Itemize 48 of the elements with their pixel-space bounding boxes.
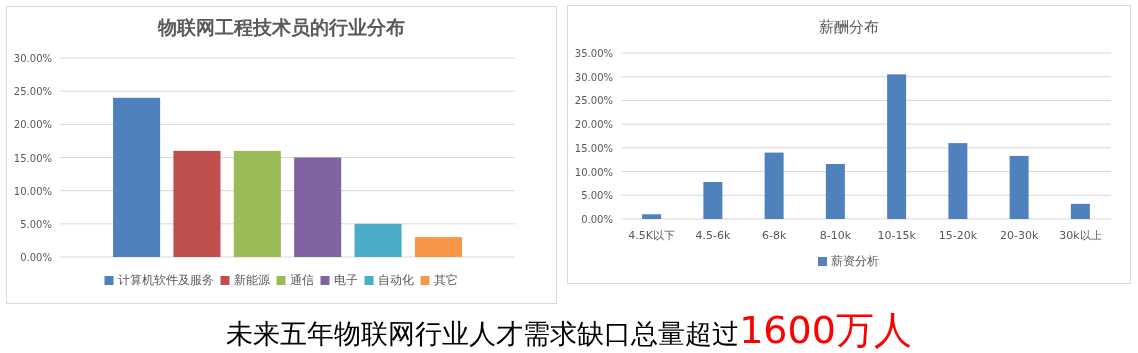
text: 1600万人 <box>739 308 912 352</box>
bar <box>173 150 221 257</box>
y-tick-label: 0.00% <box>20 252 52 263</box>
x-tick-label: 4.5K以下 <box>628 229 675 242</box>
y-tick-label: 30.00% <box>13 53 52 64</box>
bar <box>414 237 462 257</box>
bar <box>703 182 723 219</box>
y-tick-label: 35.00% <box>574 48 613 59</box>
legend-label: 计算机软件及服务 <box>117 273 214 287</box>
chart-title: 薪酬分布 <box>818 18 879 36</box>
bar <box>233 150 281 257</box>
x-tick-label: 4.5-6k <box>695 229 731 242</box>
y-tick-label: 30.00% <box>574 71 613 83</box>
y-tick-label: 25.00% <box>574 95 613 107</box>
y-tick-label: 10.00% <box>574 166 613 178</box>
x-tick-label: 8-10k <box>819 229 852 242</box>
legend-label: 薪资分析 <box>831 254 879 268</box>
y-tick-label: 15.00% <box>574 142 613 154</box>
y-tick-label: 15.00% <box>13 152 52 164</box>
x-tick-label: 6-8k <box>761 229 787 242</box>
bar <box>642 214 662 219</box>
chart-title: 物联网工程技术员的行业分布 <box>156 16 405 38</box>
y-tick-label: 20.00% <box>13 119 52 131</box>
y-tick-label: 10.00% <box>13 185 52 197</box>
legend-label: 新能源 <box>233 273 270 287</box>
bar <box>948 143 968 219</box>
text: 未来五年物联网行业人才需求缺口总量超过 <box>226 318 740 349</box>
bar <box>1009 155 1029 219</box>
bar <box>354 223 402 257</box>
y-tick-label: 0.00% <box>581 214 613 225</box>
legend-label: 通信 <box>289 273 314 287</box>
legend-label: 电子 <box>333 273 358 287</box>
bar <box>1070 203 1090 219</box>
y-tick-label: 20.00% <box>574 119 613 131</box>
bar <box>887 74 907 219</box>
x-tick-label: 20-30k <box>999 229 1039 242</box>
legend-label: 自动化 <box>377 273 414 287</box>
y-tick-label: 5.00% <box>20 218 52 230</box>
y-tick-label: 5.00% <box>581 190 613 202</box>
legend-label: 其它 <box>433 273 458 287</box>
x-tick-label: 10-15k <box>877 229 917 242</box>
x-tick-label: 15-20k <box>938 229 978 242</box>
y-tick-label: 25.00% <box>13 86 52 98</box>
bar <box>825 163 845 219</box>
bar <box>113 97 161 257</box>
x-tick-label: 30k以上 <box>1059 229 1102 242</box>
bar <box>764 152 784 219</box>
bar <box>294 157 342 257</box>
